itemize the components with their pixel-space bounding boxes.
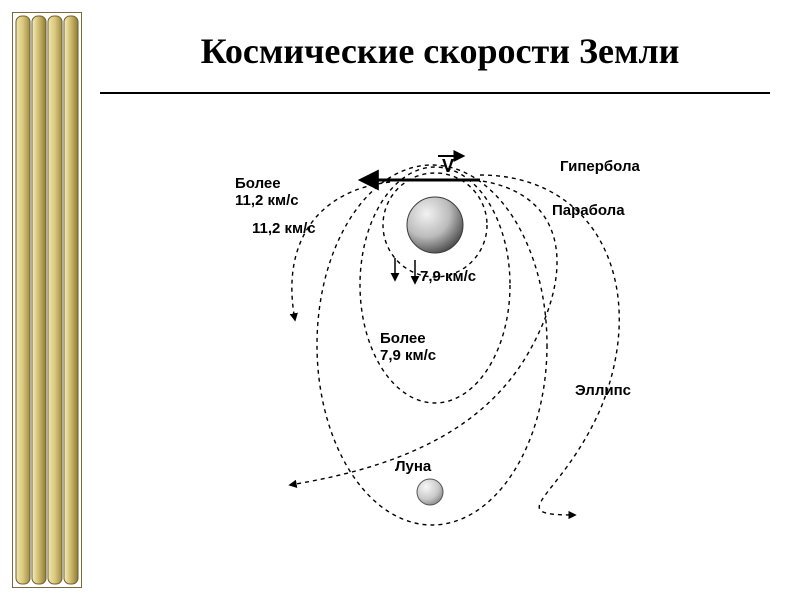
label-parabola: Парабола — [552, 202, 625, 219]
label-11-2: 11,2 км/с — [252, 220, 316, 237]
slide-title: Космические скорости Земли — [120, 30, 760, 72]
earth-icon — [407, 197, 463, 253]
label-more-11-2: Более 11,2 км/с — [235, 175, 299, 209]
left-border-decoration — [12, 12, 82, 588]
label-hyperbola: Гипербола — [560, 158, 640, 175]
slide: Космические скорости Земли — [0, 0, 800, 600]
label-7-9: 7,9 км/с — [420, 268, 476, 285]
cosmic-velocities-diagram: V Гипербола Парабола Эллипс Более 11,2 к… — [180, 120, 700, 560]
title-underline — [100, 92, 770, 94]
label-more-7-9: Более 7,9 км/с — [380, 330, 436, 364]
v-label: V — [442, 156, 454, 177]
moon-icon — [417, 479, 443, 505]
label-ellipse: Эллипс — [575, 382, 631, 399]
orbit-left-escape — [292, 182, 390, 320]
label-moon: Луна — [395, 458, 431, 475]
